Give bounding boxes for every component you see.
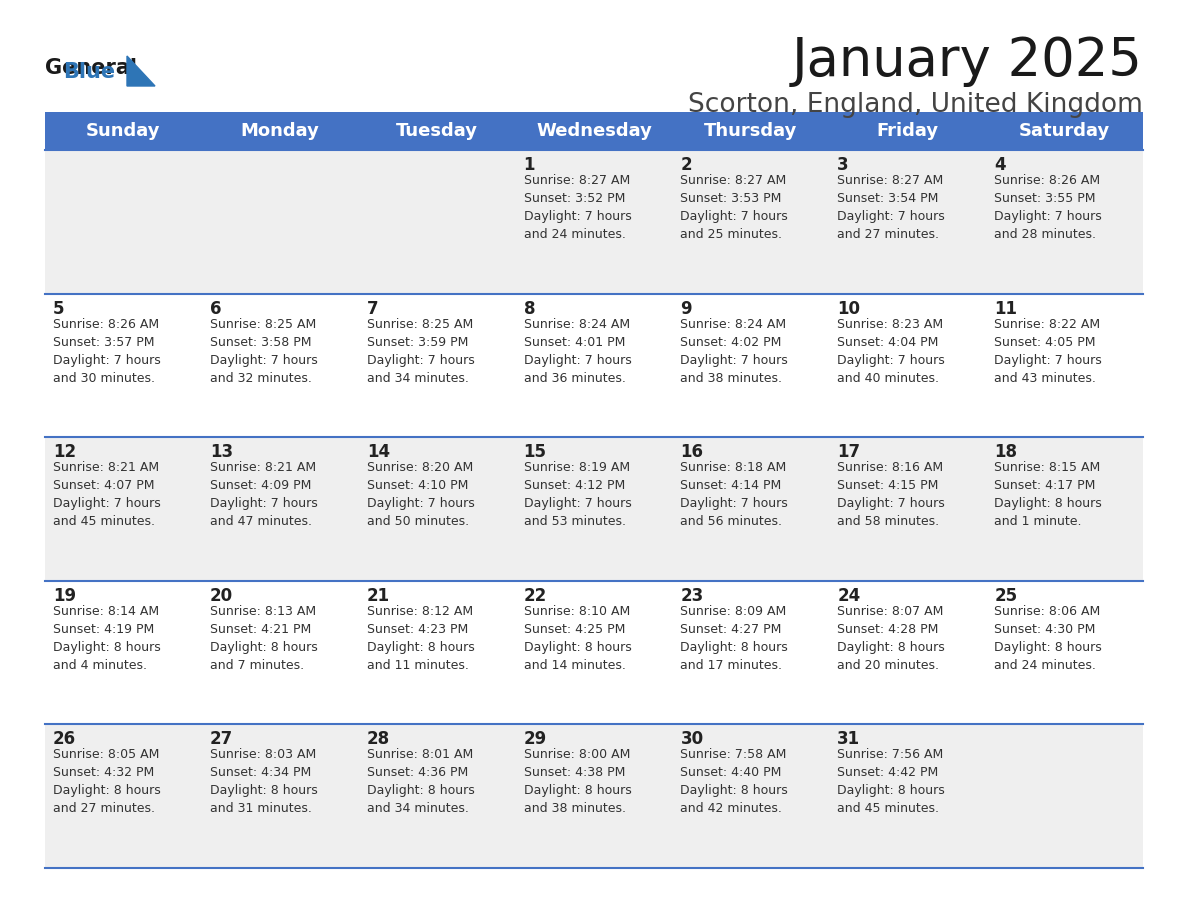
Text: January 2025: January 2025 — [792, 35, 1143, 87]
Text: 1: 1 — [524, 156, 535, 174]
Text: Sunrise: 8:01 AM
Sunset: 4:36 PM
Daylight: 8 hours
and 34 minutes.: Sunrise: 8:01 AM Sunset: 4:36 PM Dayligh… — [367, 748, 474, 815]
Text: 8: 8 — [524, 299, 535, 318]
Text: Sunrise: 8:27 AM
Sunset: 3:54 PM
Daylight: 7 hours
and 27 minutes.: Sunrise: 8:27 AM Sunset: 3:54 PM Dayligh… — [838, 174, 944, 241]
Text: Thursday: Thursday — [704, 122, 797, 140]
Text: Sunrise: 8:24 AM
Sunset: 4:01 PM
Daylight: 7 hours
and 36 minutes.: Sunrise: 8:24 AM Sunset: 4:01 PM Dayligh… — [524, 318, 631, 385]
Text: Sunrise: 8:06 AM
Sunset: 4:30 PM
Daylight: 8 hours
and 24 minutes.: Sunrise: 8:06 AM Sunset: 4:30 PM Dayligh… — [994, 605, 1102, 672]
Text: Sunrise: 8:25 AM
Sunset: 3:58 PM
Daylight: 7 hours
and 32 minutes.: Sunrise: 8:25 AM Sunset: 3:58 PM Dayligh… — [210, 318, 317, 385]
Text: 9: 9 — [681, 299, 693, 318]
Text: Tuesday: Tuesday — [396, 122, 478, 140]
Text: 22: 22 — [524, 587, 546, 605]
Text: Sunrise: 8:22 AM
Sunset: 4:05 PM
Daylight: 7 hours
and 43 minutes.: Sunrise: 8:22 AM Sunset: 4:05 PM Dayligh… — [994, 318, 1102, 385]
Text: Sunrise: 8:24 AM
Sunset: 4:02 PM
Daylight: 7 hours
and 38 minutes.: Sunrise: 8:24 AM Sunset: 4:02 PM Dayligh… — [681, 318, 788, 385]
Text: Sunrise: 8:21 AM
Sunset: 4:09 PM
Daylight: 7 hours
and 47 minutes.: Sunrise: 8:21 AM Sunset: 4:09 PM Dayligh… — [210, 461, 317, 528]
Text: Sunrise: 8:15 AM
Sunset: 4:17 PM
Daylight: 8 hours
and 1 minute.: Sunrise: 8:15 AM Sunset: 4:17 PM Dayligh… — [994, 461, 1102, 528]
Text: Friday: Friday — [877, 122, 939, 140]
Text: Sunrise: 8:13 AM
Sunset: 4:21 PM
Daylight: 8 hours
and 7 minutes.: Sunrise: 8:13 AM Sunset: 4:21 PM Dayligh… — [210, 605, 317, 672]
Text: Blue: Blue — [63, 62, 115, 82]
Text: Sunrise: 8:07 AM
Sunset: 4:28 PM
Daylight: 8 hours
and 20 minutes.: Sunrise: 8:07 AM Sunset: 4:28 PM Dayligh… — [838, 605, 944, 672]
Text: 16: 16 — [681, 443, 703, 461]
Text: Sunrise: 8:14 AM
Sunset: 4:19 PM
Daylight: 8 hours
and 4 minutes.: Sunrise: 8:14 AM Sunset: 4:19 PM Dayligh… — [53, 605, 160, 672]
Text: Sunrise: 8:09 AM
Sunset: 4:27 PM
Daylight: 8 hours
and 17 minutes.: Sunrise: 8:09 AM Sunset: 4:27 PM Dayligh… — [681, 605, 788, 672]
Text: 21: 21 — [367, 587, 390, 605]
Text: Sunrise: 8:00 AM
Sunset: 4:38 PM
Daylight: 8 hours
and 38 minutes.: Sunrise: 8:00 AM Sunset: 4:38 PM Dayligh… — [524, 748, 631, 815]
Text: Sunrise: 8:23 AM
Sunset: 4:04 PM
Daylight: 7 hours
and 40 minutes.: Sunrise: 8:23 AM Sunset: 4:04 PM Dayligh… — [838, 318, 944, 385]
Text: Sunrise: 7:56 AM
Sunset: 4:42 PM
Daylight: 8 hours
and 45 minutes.: Sunrise: 7:56 AM Sunset: 4:42 PM Dayligh… — [838, 748, 944, 815]
Bar — [45, 294, 1143, 437]
Text: 31: 31 — [838, 731, 860, 748]
Text: Sunrise: 8:27 AM
Sunset: 3:52 PM
Daylight: 7 hours
and 24 minutes.: Sunrise: 8:27 AM Sunset: 3:52 PM Dayligh… — [524, 174, 631, 241]
Text: 11: 11 — [994, 299, 1017, 318]
Polygon shape — [127, 56, 154, 86]
Text: 18: 18 — [994, 443, 1017, 461]
Text: 23: 23 — [681, 587, 703, 605]
Text: 4: 4 — [994, 156, 1006, 174]
Text: Saturday: Saturday — [1019, 122, 1111, 140]
Text: Sunrise: 8:25 AM
Sunset: 3:59 PM
Daylight: 7 hours
and 34 minutes.: Sunrise: 8:25 AM Sunset: 3:59 PM Dayligh… — [367, 318, 474, 385]
Text: Sunrise: 8:03 AM
Sunset: 4:34 PM
Daylight: 8 hours
and 31 minutes.: Sunrise: 8:03 AM Sunset: 4:34 PM Dayligh… — [210, 748, 317, 815]
Bar — [45, 581, 1143, 724]
Text: 20: 20 — [210, 587, 233, 605]
Text: Scorton, England, United Kingdom: Scorton, England, United Kingdom — [688, 92, 1143, 118]
Text: Monday: Monday — [241, 122, 320, 140]
Text: Sunrise: 8:26 AM
Sunset: 3:55 PM
Daylight: 7 hours
and 28 minutes.: Sunrise: 8:26 AM Sunset: 3:55 PM Dayligh… — [994, 174, 1102, 241]
Text: 14: 14 — [367, 443, 390, 461]
Text: Sunrise: 7:58 AM
Sunset: 4:40 PM
Daylight: 8 hours
and 42 minutes.: Sunrise: 7:58 AM Sunset: 4:40 PM Dayligh… — [681, 748, 788, 815]
Text: 3: 3 — [838, 156, 849, 174]
Text: 10: 10 — [838, 299, 860, 318]
Text: 12: 12 — [53, 443, 76, 461]
Text: 17: 17 — [838, 443, 860, 461]
Bar — [45, 150, 1143, 294]
Text: Sunrise: 8:18 AM
Sunset: 4:14 PM
Daylight: 7 hours
and 56 minutes.: Sunrise: 8:18 AM Sunset: 4:14 PM Dayligh… — [681, 461, 788, 528]
Text: 6: 6 — [210, 299, 221, 318]
Text: Sunday: Sunday — [87, 122, 160, 140]
Text: 19: 19 — [53, 587, 76, 605]
Text: 24: 24 — [838, 587, 860, 605]
Text: 5: 5 — [53, 299, 64, 318]
Text: Wednesday: Wednesday — [536, 122, 652, 140]
Bar — [45, 112, 1143, 150]
Bar — [45, 437, 1143, 581]
Text: Sunrise: 8:05 AM
Sunset: 4:32 PM
Daylight: 8 hours
and 27 minutes.: Sunrise: 8:05 AM Sunset: 4:32 PM Dayligh… — [53, 748, 160, 815]
Text: Sunrise: 8:10 AM
Sunset: 4:25 PM
Daylight: 8 hours
and 14 minutes.: Sunrise: 8:10 AM Sunset: 4:25 PM Dayligh… — [524, 605, 631, 672]
Text: Sunrise: 8:21 AM
Sunset: 4:07 PM
Daylight: 7 hours
and 45 minutes.: Sunrise: 8:21 AM Sunset: 4:07 PM Dayligh… — [53, 461, 160, 528]
Text: 27: 27 — [210, 731, 233, 748]
Text: 7: 7 — [367, 299, 378, 318]
Text: 25: 25 — [994, 587, 1017, 605]
Text: 29: 29 — [524, 731, 546, 748]
Text: 30: 30 — [681, 731, 703, 748]
Text: Sunrise: 8:16 AM
Sunset: 4:15 PM
Daylight: 7 hours
and 58 minutes.: Sunrise: 8:16 AM Sunset: 4:15 PM Dayligh… — [838, 461, 944, 528]
Text: General: General — [45, 58, 137, 78]
Text: Sunrise: 8:27 AM
Sunset: 3:53 PM
Daylight: 7 hours
and 25 minutes.: Sunrise: 8:27 AM Sunset: 3:53 PM Dayligh… — [681, 174, 788, 241]
Text: Sunrise: 8:19 AM
Sunset: 4:12 PM
Daylight: 7 hours
and 53 minutes.: Sunrise: 8:19 AM Sunset: 4:12 PM Dayligh… — [524, 461, 631, 528]
Text: 2: 2 — [681, 156, 693, 174]
Text: 13: 13 — [210, 443, 233, 461]
Bar — [45, 724, 1143, 868]
Text: 28: 28 — [367, 731, 390, 748]
Text: 15: 15 — [524, 443, 546, 461]
Text: Sunrise: 8:12 AM
Sunset: 4:23 PM
Daylight: 8 hours
and 11 minutes.: Sunrise: 8:12 AM Sunset: 4:23 PM Dayligh… — [367, 605, 474, 672]
Text: 26: 26 — [53, 731, 76, 748]
Text: Sunrise: 8:26 AM
Sunset: 3:57 PM
Daylight: 7 hours
and 30 minutes.: Sunrise: 8:26 AM Sunset: 3:57 PM Dayligh… — [53, 318, 160, 385]
Text: Sunrise: 8:20 AM
Sunset: 4:10 PM
Daylight: 7 hours
and 50 minutes.: Sunrise: 8:20 AM Sunset: 4:10 PM Dayligh… — [367, 461, 474, 528]
